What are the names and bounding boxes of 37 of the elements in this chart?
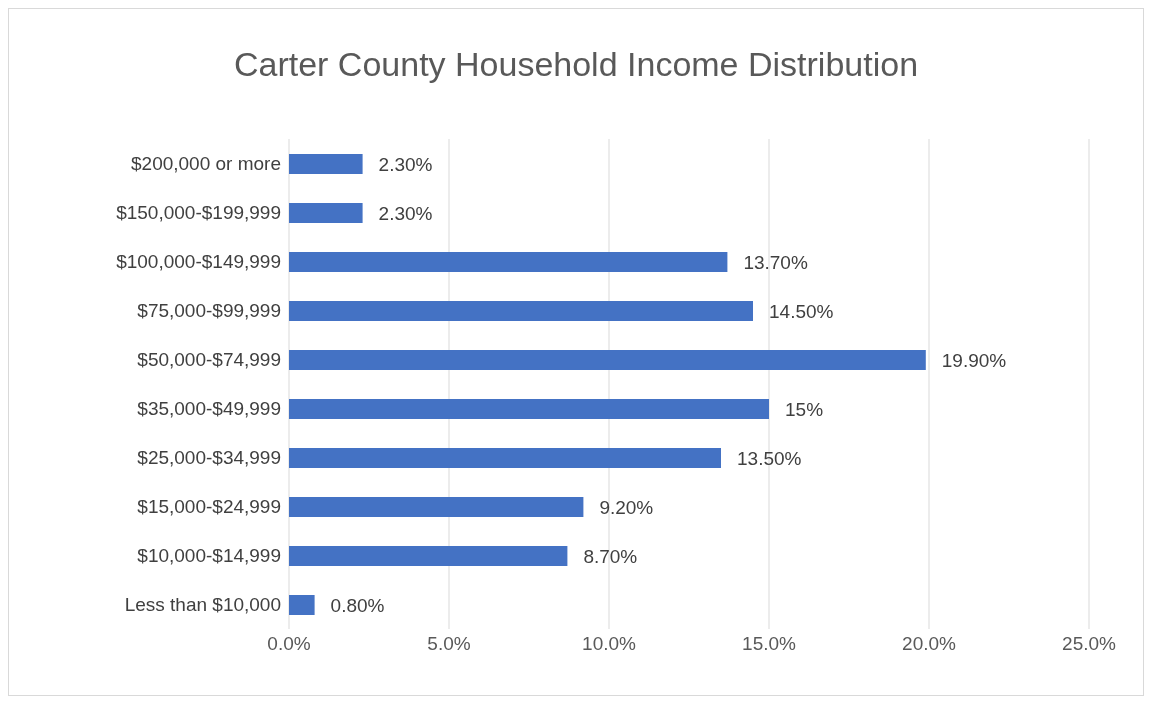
x-tick-label: 25.0% [1062,633,1117,655]
y-tick-label: $35,000-$49,999 [137,398,281,420]
bar [289,350,926,370]
x-tick-label: 0.0% [267,633,311,655]
y-tick-label: $150,000-$199,999 [116,202,281,224]
bar [289,252,728,272]
y-tick-label: $75,000-$99,999 [137,300,281,322]
bar [289,448,721,468]
x-tick-label: 15.0% [742,633,797,655]
x-tick-label: 5.0% [427,633,471,655]
data-label: 13.70% [743,251,808,273]
data-label: 0.80% [330,594,385,616]
bar [289,203,363,223]
data-label: 2.30% [378,153,433,175]
y-tick-label: $100,000-$149,999 [116,251,281,273]
bar [289,497,584,517]
bar [289,301,753,321]
data-label: 8.70% [583,545,638,567]
y-tick-label: $200,000 or more [131,153,281,175]
bar [289,546,568,566]
chart-title: Carter County Household Income Distribution [232,45,920,84]
y-tick-label: $15,000-$24,999 [137,496,281,518]
bar [289,154,363,174]
y-tick-label: Less than $10,000 [124,594,281,616]
data-label: 15% [785,398,824,420]
y-tick-label: $25,000-$34,999 [137,447,281,469]
bar [289,595,315,615]
x-tick-label: 10.0% [582,633,637,655]
data-label: 9.20% [599,496,654,518]
x-tick-label: 20.0% [902,633,957,655]
y-tick-label: $50,000-$74,999 [137,349,281,371]
data-label: 19.90% [941,349,1007,371]
data-label: 13.50% [737,447,802,469]
data-label: 2.30% [378,202,433,224]
bar [289,399,769,419]
data-label: 14.50% [769,300,834,322]
y-tick-label: $10,000-$14,999 [137,545,281,567]
